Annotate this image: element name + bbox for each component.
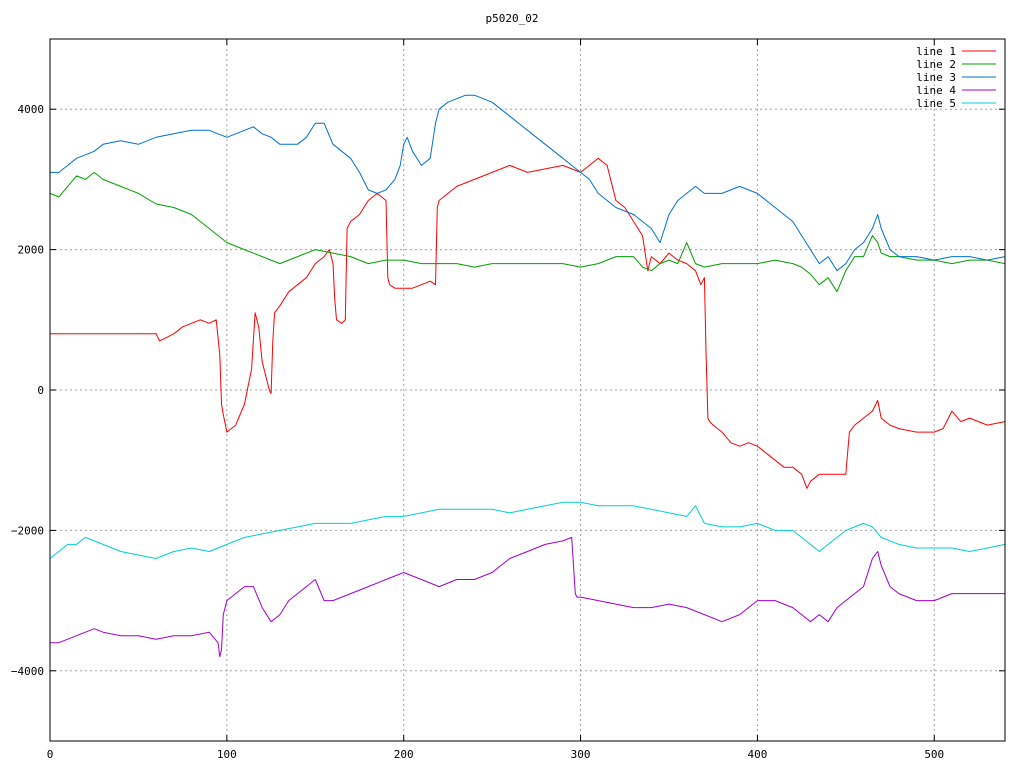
axis-ticks: 0 100 200 300 400 500 −4000 −2000 0 2000 4000 [11, 39, 1005, 761]
y-tick-label: −4000 [11, 665, 44, 678]
legend-label: line 1 [916, 45, 956, 58]
y-tick-label: 0 [37, 384, 44, 397]
series-line-4 [50, 536, 1005, 658]
legend-label: line 2 [916, 58, 956, 71]
x-tick-label: 0 [47, 748, 54, 761]
x-tick-label: 400 [747, 748, 767, 761]
series-line-1 [50, 157, 1006, 489]
y-tick-label: −2000 [11, 524, 44, 537]
series-line-5 [49, 501, 1006, 559]
chart-title: p5020_02 [486, 12, 539, 25]
series-line-2 [49, 171, 1006, 293]
x-tick-label: 100 [217, 748, 237, 761]
series-group [49, 94, 1006, 658]
legend-label: line 4 [916, 84, 956, 97]
series-line-3 [50, 94, 1006, 272]
legend-label: line 3 [916, 71, 956, 84]
x-tick-label: 500 [924, 748, 944, 761]
legend-label: line 5 [916, 97, 956, 110]
x-tick-label: 300 [571, 748, 591, 761]
x-tick-label: 200 [394, 748, 414, 761]
y-tick-label: 4000 [18, 103, 45, 116]
y-tick-label: 2000 [18, 244, 45, 257]
